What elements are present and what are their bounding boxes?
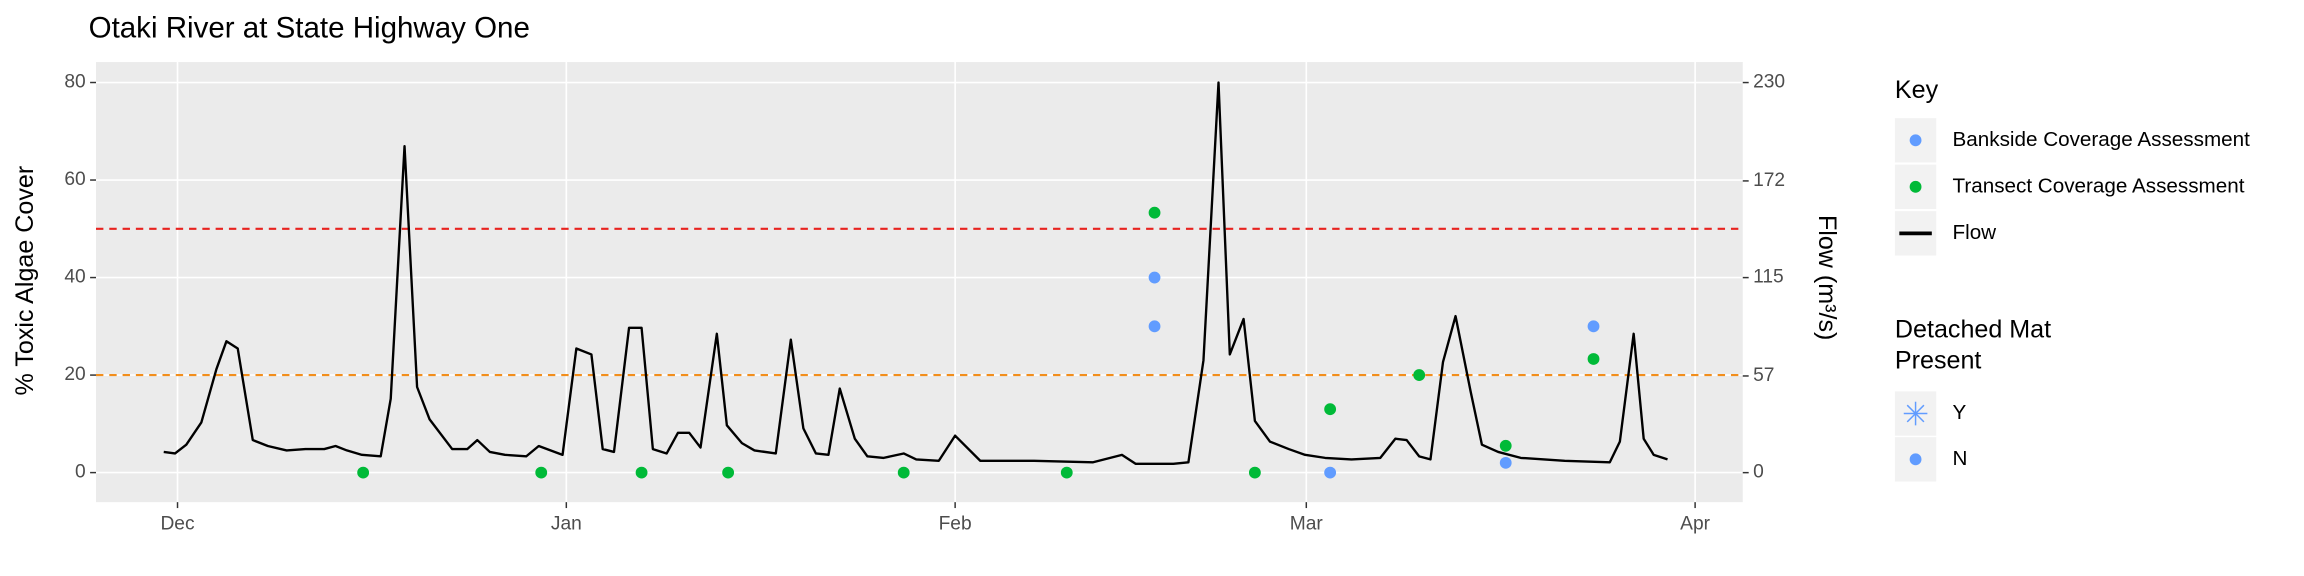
y-tick-label: 80: [64, 72, 85, 93]
data-point: [1587, 353, 1600, 365]
data-point: [1587, 320, 1600, 333]
data-point: [897, 466, 910, 479]
y2-axis-title: Flow (m³/s): [1813, 215, 1841, 340]
x-tick-label: Apr: [1680, 513, 1710, 534]
y-tick-label: 20: [64, 364, 85, 385]
plot-panel: [96, 62, 1743, 503]
flow-line: [163, 81, 1668, 466]
x-tick-label: Mar: [1290, 513, 1324, 534]
legend-label: Bankside Coverage Assessment: [1952, 128, 2250, 151]
data-point: [1148, 320, 1161, 333]
data-point: [1060, 466, 1073, 479]
y2-tick-label: 230: [1753, 72, 1785, 93]
y-tick-label: 40: [64, 267, 85, 288]
legend-label: Y: [1952, 401, 1966, 424]
y-tick-label: 0: [75, 462, 86, 483]
y-axis-title: % Toxic Algae Cover: [11, 166, 39, 396]
chart-title: Otaki River at State Highway One: [89, 11, 530, 44]
x-tick-label: Feb: [939, 513, 972, 534]
data-point: [535, 466, 548, 479]
legend-marker: [1906, 404, 1925, 423]
legend-title: Key: [1895, 76, 1939, 104]
data-point: [1499, 456, 1512, 469]
legend-marker: [1909, 134, 1922, 147]
y2-tick-label: 0: [1753, 462, 1764, 483]
data-point: [1248, 466, 1261, 479]
legend-label: Flow: [1952, 221, 1996, 244]
y2-tick-label: 172: [1753, 170, 1785, 191]
legend-label: Transect Coverage Assessment: [1952, 174, 2244, 197]
y2-tick-label: 115: [1753, 267, 1784, 288]
legend-marker: [1909, 453, 1922, 466]
data-point: [1148, 271, 1161, 284]
x-tick-label: Jan: [551, 513, 582, 534]
data-point: [1148, 206, 1161, 219]
y-tick-label: 60: [64, 169, 85, 190]
x-tick-label: Dec: [160, 513, 195, 534]
data-point: [357, 466, 370, 479]
data-point: [1324, 466, 1337, 479]
data-point: [1413, 369, 1426, 381]
shape-legend-title: Present: [1895, 346, 1982, 374]
legend-label: N: [1952, 447, 1967, 470]
y2-tick-label: 57: [1753, 365, 1774, 386]
legend-marker: [1909, 180, 1922, 193]
data-point: [722, 466, 735, 479]
shape-legend-title: Detached Mat: [1895, 315, 2051, 343]
data-point: [1324, 403, 1337, 416]
data-point: [1499, 439, 1512, 452]
data-point: [635, 466, 648, 479]
